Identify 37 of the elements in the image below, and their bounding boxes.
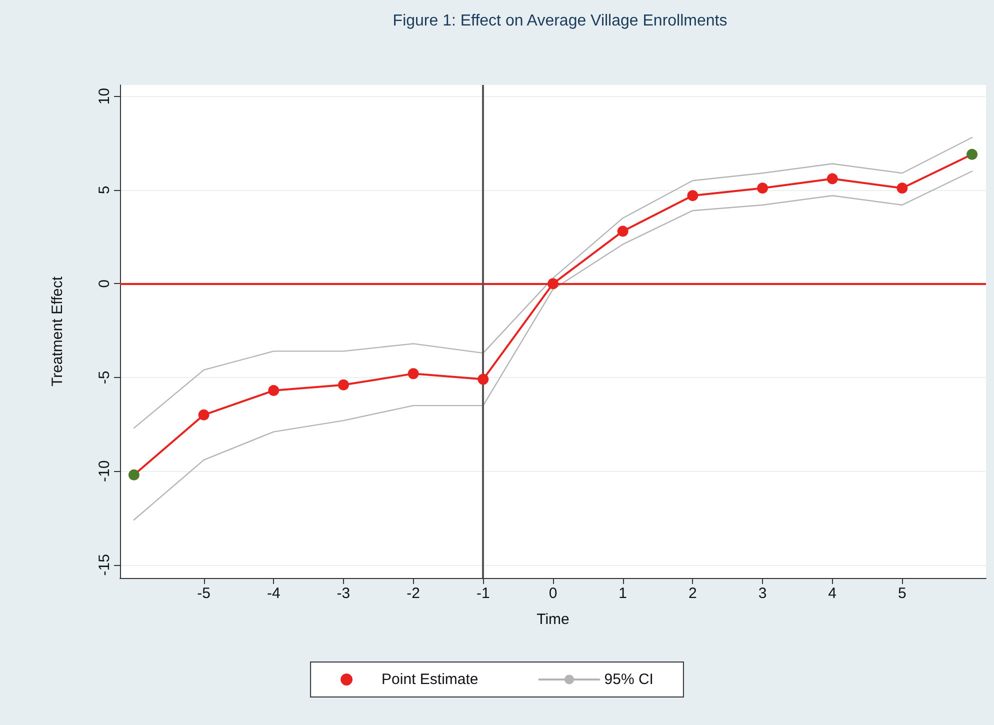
x-tick-label: 4 — [828, 585, 837, 602]
x-tick-label: 5 — [898, 585, 906, 602]
x-tick-label: -3 — [336, 585, 350, 602]
x-axis-title: Time — [536, 611, 570, 628]
x-tick-label: -5 — [197, 585, 210, 602]
x-tick-label: 3 — [758, 585, 767, 602]
point — [757, 182, 768, 194]
point — [548, 278, 558, 290]
legend-label: 95% CI — [604, 671, 654, 688]
point — [198, 409, 210, 420]
line-series — [133, 136, 973, 429]
point — [408, 368, 419, 380]
x-tick-label: 2 — [688, 585, 697, 602]
point — [128, 469, 140, 480]
x-tick-label: 1 — [618, 585, 628, 602]
y-tick-label: -10 — [96, 460, 113, 482]
point — [896, 182, 908, 194]
y-axis-title: Treatment Effect — [49, 276, 66, 387]
point — [268, 385, 280, 396]
point — [826, 173, 838, 184]
point — [338, 379, 349, 390]
point — [687, 190, 698, 202]
legend-label: Point Estimate — [382, 671, 478, 688]
point — [966, 148, 978, 160]
y-tick-label: -5 — [96, 370, 113, 384]
line-series — [133, 170, 973, 520]
y-tick-label: 0 — [96, 280, 113, 288]
chart-title: Figure 1: Effect on Average Village Enrollments — [392, 12, 728, 30]
point — [478, 374, 489, 385]
y-tick-label: -15 — [96, 554, 113, 576]
x-tick-label: -1 — [476, 585, 490, 602]
x-tick-label: 0 — [548, 585, 558, 602]
x-tick-label: -2 — [406, 585, 420, 602]
point — [617, 226, 628, 237]
x-tick-label: -4 — [266, 585, 280, 602]
y-tick-label: 10 — [96, 88, 113, 105]
y-tick-label: 5 — [96, 186, 113, 194]
